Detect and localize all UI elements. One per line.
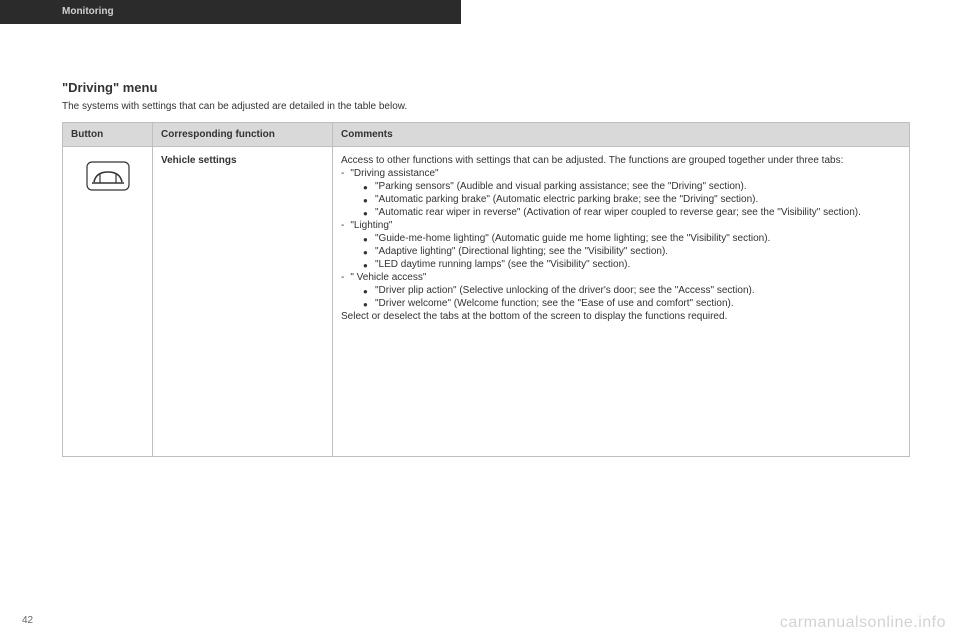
page-content: "Driving" menu The systems with settings… <box>62 80 910 457</box>
function-cell: Vehicle settings <box>153 147 333 457</box>
tab-item: " Vehicle access" "Driver plip action" (… <box>341 272 901 309</box>
comments-cell: Access to other functions with settings … <box>333 147 910 457</box>
section-label: Monitoring <box>62 6 114 17</box>
tab-subitems: "Driver plip action" (Selective unlockin… <box>341 285 901 309</box>
tab-subitems: "Parking sensors" (Audible and visual pa… <box>341 181 901 218</box>
menu-heading: "Driving" menu <box>62 80 910 95</box>
tab-item: "Lighting" "Guide-me-home lighting" (Aut… <box>341 220 901 270</box>
tab-item: "Driving assistance" "Parking sensors" (… <box>341 168 901 218</box>
button-cell <box>63 147 153 457</box>
function-name: Vehicle settings <box>161 155 237 166</box>
tab-subitems: "Guide-me-home lighting" (Automatic guid… <box>341 233 901 270</box>
list-item: "Adaptive lighting" (Directional lightin… <box>363 246 901 257</box>
list-item: "Driver welcome" (Welcome function; see … <box>363 298 901 309</box>
functions-table: Button Corresponding function Comments <box>62 122 910 457</box>
comments-outro: Select or deselect the tabs at the botto… <box>341 311 901 322</box>
list-item: "Automatic parking brake" (Automatic ele… <box>363 194 901 205</box>
list-item: "Guide-me-home lighting" (Automatic guid… <box>363 233 901 244</box>
col-header-comments: Comments <box>333 123 910 147</box>
list-item: "Automatic rear wiper in reverse" (Activ… <box>363 207 901 218</box>
tabs-list: "Driving assistance" "Parking sensors" (… <box>341 168 901 309</box>
list-item: "LED daytime running lamps" (see the "Vi… <box>363 259 901 270</box>
page-number: 42 <box>22 615 33 626</box>
table-header-row: Button Corresponding function Comments <box>63 123 910 147</box>
list-item: "Parking sensors" (Audible and visual pa… <box>363 181 901 192</box>
watermark: carmanualsonline.info <box>780 614 946 632</box>
tab-title: "Driving assistance" <box>350 168 438 179</box>
col-header-function: Corresponding function <box>153 123 333 147</box>
car-setting-icon <box>86 161 130 191</box>
tab-title: "Lighting" <box>350 220 392 231</box>
tab-title: " Vehicle access" <box>350 272 426 283</box>
header-bar <box>0 0 960 24</box>
comments-intro: Access to other functions with settings … <box>341 155 901 166</box>
intro-text: The systems with settings that can be ad… <box>62 101 910 112</box>
table-row: Vehicle settings Access to other functio… <box>63 147 910 457</box>
list-item: "Driver plip action" (Selective unlockin… <box>363 285 901 296</box>
col-header-button: Button <box>63 123 153 147</box>
